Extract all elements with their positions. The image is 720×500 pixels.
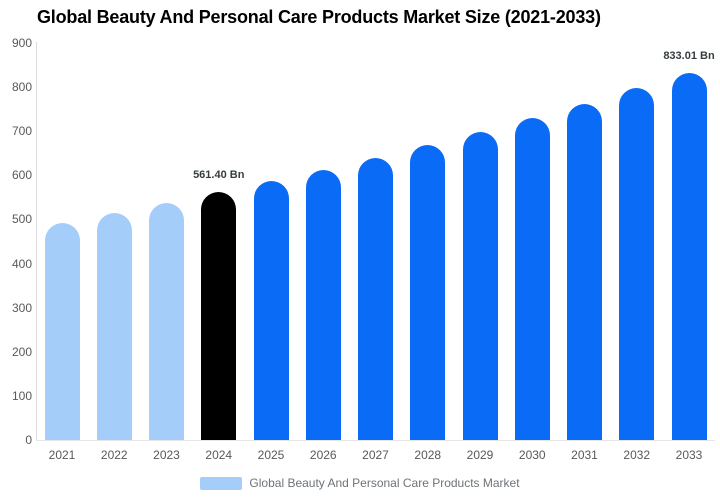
chart-title: Global Beauty And Personal Care Products… bbox=[37, 7, 601, 27]
legend-item[interactable]: Global Beauty And Personal Care Products… bbox=[200, 476, 520, 490]
x-axis-label-2031: 2031 bbox=[571, 448, 598, 462]
y-axis-tick-label: 300 bbox=[11, 300, 32, 315]
y-axis-tick-label: 600 bbox=[11, 168, 32, 183]
y-axis-tick-label: 100 bbox=[11, 388, 32, 403]
data-label-2033: 833.01 Bn bbox=[663, 49, 715, 62]
bar-2025[interactable] bbox=[253, 181, 289, 440]
bar-2030[interactable] bbox=[514, 117, 550, 440]
data-label-2024: 561.40 Bn bbox=[193, 169, 245, 182]
legend-swatch-icon bbox=[200, 477, 243, 490]
legend-label: Global Beauty And Personal Care Products… bbox=[249, 476, 520, 490]
bar-2026[interactable] bbox=[305, 169, 341, 440]
x-axis-label-2027: 2027 bbox=[362, 448, 389, 462]
x-axis-label-2025: 2025 bbox=[257, 448, 285, 462]
x-axis-label-2029: 2029 bbox=[466, 448, 494, 462]
y-axis-tick-label: 0 bbox=[25, 433, 32, 447]
bar-2032[interactable] bbox=[619, 88, 655, 440]
bar-2022[interactable] bbox=[96, 213, 132, 440]
legend: Global Beauty And Personal Care Products… bbox=[0, 477, 720, 490]
y-axis-tick-label: 700 bbox=[11, 124, 32, 139]
y-axis-tick-label: 200 bbox=[11, 344, 32, 359]
x-axis-label-2024: 2024 bbox=[205, 448, 233, 462]
x-axis-label-2030: 2030 bbox=[518, 448, 546, 462]
x-axis-label-2026: 2026 bbox=[309, 448, 337, 462]
x-axis-line bbox=[35, 440, 715, 441]
y-axis-tick-label: 800 bbox=[11, 80, 32, 95]
x-axis-label-2021: 2021 bbox=[48, 448, 76, 462]
y-axis-tick-label: 500 bbox=[11, 212, 32, 227]
x-axis-label-2032: 2032 bbox=[623, 448, 651, 462]
y-axis-tick-label: 900 bbox=[11, 36, 32, 50]
bar-2023[interactable] bbox=[149, 203, 184, 440]
x-axis-label-2022: 2022 bbox=[100, 448, 128, 462]
y-axis-line bbox=[35, 42, 37, 440]
bar-2028[interactable] bbox=[410, 144, 446, 440]
bar-2033[interactable] bbox=[671, 72, 707, 440]
x-axis-label-2028: 2028 bbox=[414, 448, 442, 462]
bar-2031[interactable] bbox=[567, 103, 602, 440]
bar-2024[interactable] bbox=[201, 192, 237, 440]
y-axis-tick-label: 400 bbox=[11, 256, 32, 271]
bar-2021[interactable] bbox=[44, 222, 80, 440]
bar-2027[interactable] bbox=[358, 157, 393, 440]
x-axis-label-2023: 2023 bbox=[153, 448, 180, 462]
bar-2029[interactable] bbox=[462, 131, 498, 440]
x-axis-label-2033: 2033 bbox=[675, 448, 703, 462]
